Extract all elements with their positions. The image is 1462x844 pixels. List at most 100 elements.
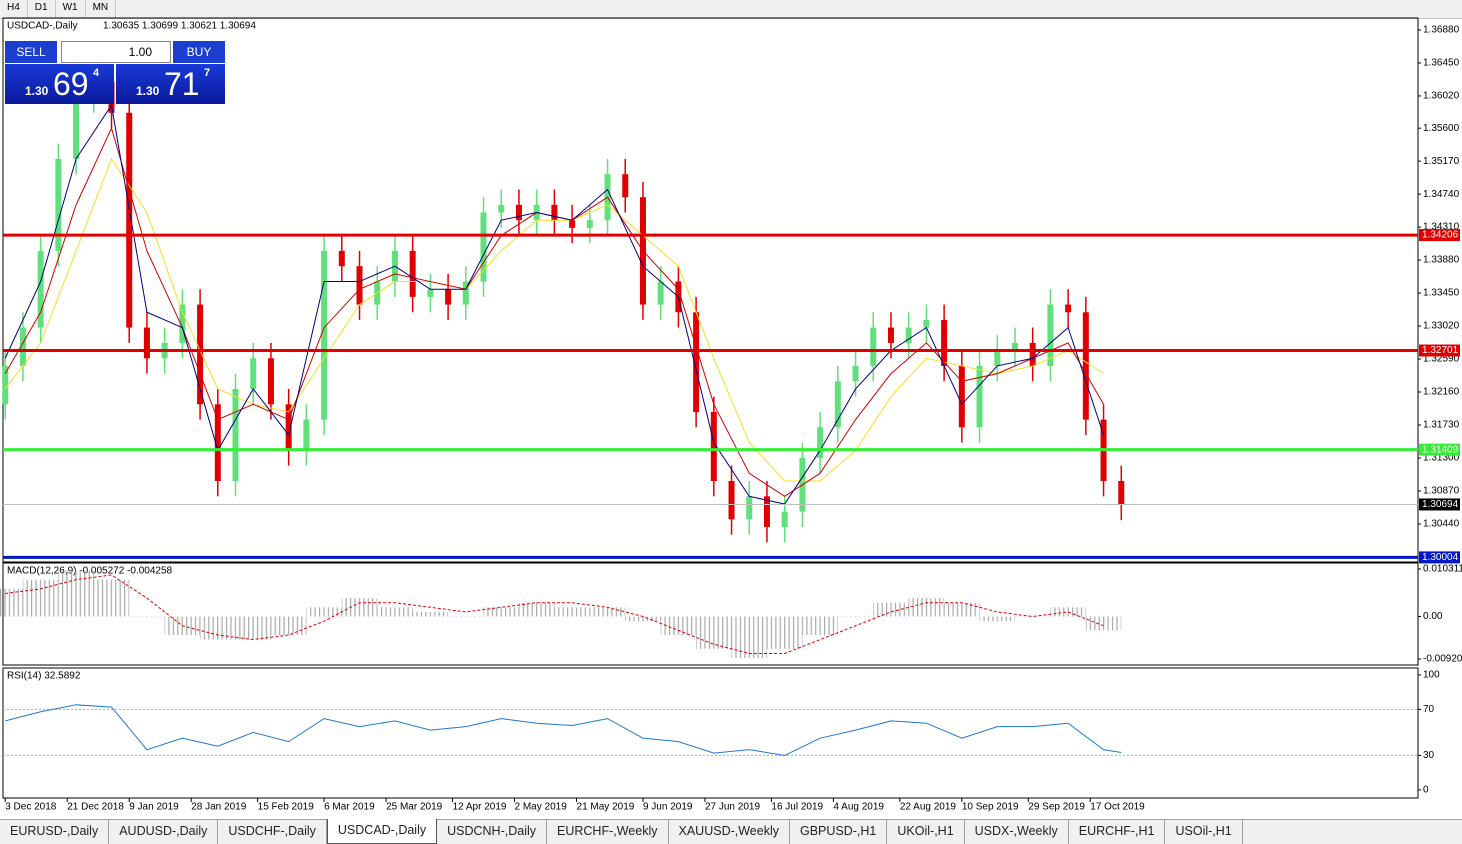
price-level-label: 1.30004	[1422, 552, 1459, 563]
bid-quote[interactable]: 1.30 69 4	[5, 64, 114, 104]
candle-body	[445, 289, 452, 305]
moving-average	[4, 126, 1104, 497]
macd-histogram	[518, 602, 555, 617]
macd-histogram	[873, 602, 909, 617]
x-tick-label: 29 Sep 2019	[1028, 802, 1085, 813]
candle-body	[267, 358, 274, 405]
candle-body	[250, 358, 257, 389]
y-tick-label: 1.36880	[1423, 25, 1460, 36]
price-level-label: 1.34206	[1422, 230, 1459, 241]
y-tick-label: 1.36450	[1423, 58, 1460, 69]
sell-button[interactable]: SELL	[5, 41, 57, 63]
macd-histogram	[448, 616, 484, 618]
candle-body	[427, 289, 434, 297]
candle-body	[551, 204, 558, 221]
chart-tab[interactable]: EURUSD-,Daily	[0, 820, 110, 844]
x-tick-label: 12 Apr 2019	[453, 802, 507, 813]
chart-tab[interactable]: GBPUSD-,H1	[790, 820, 888, 844]
price-level-label: 1.30694	[1422, 499, 1459, 510]
chart-tab[interactable]: USOil-,H1	[1165, 820, 1243, 844]
candle-body	[941, 319, 948, 366]
candle-body	[197, 304, 204, 405]
x-tick-label: 4 Aug 2019	[833, 802, 884, 813]
macd-histogram	[22, 579, 59, 617]
timeframe-button[interactable]: D1	[28, 0, 56, 18]
candle-body	[37, 250, 44, 328]
chart-tab[interactable]: EURCHF-,H1	[1069, 820, 1166, 844]
chart-tab[interactable]: USDCNH-,Daily	[437, 820, 548, 844]
y-tick-label: 100	[1423, 670, 1440, 681]
macd-histogram	[696, 616, 732, 649]
x-tick-label: 27 Jun 2019	[705, 802, 760, 813]
panel-frame	[2, 667, 1419, 799]
indicator-title: USDCAD-,Daily	[7, 21, 78, 32]
chart-tab[interactable]: EURCHF-,Weekly	[547, 820, 669, 844]
timeframe-button[interactable]: H4	[0, 0, 28, 18]
macd-histogram	[625, 616, 661, 622]
rsi-line	[5, 704, 1122, 756]
candle-body	[1047, 304, 1054, 366]
chart-tab[interactable]: AUDUSD-,Daily	[109, 820, 219, 844]
bid-fraction: 4	[93, 67, 100, 79]
candle-body	[480, 212, 487, 282]
chart-tab[interactable]: USDCHF-,Daily	[218, 820, 327, 844]
y-tick-label: 1.33880	[1423, 255, 1460, 266]
buy-button[interactable]: BUY	[173, 41, 225, 63]
chart-tab[interactable]: USDX-,Weekly	[965, 820, 1069, 844]
macd-histogram	[589, 607, 626, 617]
lot-input[interactable]: 1.00	[61, 41, 171, 63]
x-tick-label: 28 Jan 2019	[191, 802, 246, 813]
candle-body	[1029, 342, 1036, 366]
panel-frame	[2, 562, 1419, 666]
macd-histogram	[802, 616, 838, 635]
macd-signal	[5, 574, 1104, 654]
candle-body	[710, 411, 717, 481]
x-tick-label: 17 Oct 2019	[1090, 802, 1145, 813]
candle-body	[409, 250, 416, 297]
y-tick-label: 1.32160	[1423, 387, 1460, 398]
x-tick-label: 2 May 2019	[515, 802, 568, 813]
candle-body	[285, 404, 292, 451]
ask-fraction: 7	[204, 67, 211, 79]
candle-body	[515, 204, 522, 221]
x-tick-label: 9 Jan 2019	[129, 802, 179, 813]
timeframe-button[interactable]: W1	[56, 0, 86, 18]
y-tick-label: 1.31300	[1423, 453, 1460, 464]
price-level-box	[1419, 443, 1460, 456]
x-tick-label: 15 Feb 2019	[258, 802, 315, 813]
macd-histogram	[200, 616, 236, 640]
macd-histogram	[483, 607, 519, 617]
macd-histogram	[58, 570, 94, 617]
candle-body	[746, 496, 753, 520]
chart-tab[interactable]: UKOil-,H1	[887, 820, 965, 844]
ask-quote[interactable]: 1.30 71 7	[116, 64, 225, 104]
chart-tabs: EURUSD-,Daily AUDUSD-,Daily USDCHF-,Daily U…	[0, 819, 1462, 844]
y-tick-label: 30	[1423, 750, 1435, 761]
candle-body	[834, 381, 841, 428]
timeframe-button[interactable]: MN	[86, 0, 117, 18]
one-click-trading: SELL 1.00 BUY 1.30 69 4 1.30 71 7	[5, 40, 225, 106]
indicator-title: RSI(14) 32.5892	[7, 671, 81, 682]
macd-histogram	[979, 616, 1015, 622]
macd-histogram	[1085, 616, 1122, 631]
candle-body	[462, 281, 469, 305]
y-tick-label: 70	[1423, 704, 1435, 715]
y-tick-label: 1.32590	[1423, 354, 1460, 365]
y-tick-label: 0.010311	[1423, 564, 1462, 575]
candle-body	[763, 496, 770, 528]
moving-average	[4, 157, 1104, 482]
macd-histogram	[0, 588, 23, 617]
x-tick-label: 6 Mar 2019	[324, 802, 375, 813]
bid-big: 1.30	[25, 84, 49, 98]
chart-tab[interactable]: USDCAD-,Daily	[326, 819, 438, 844]
y-tick-label: 1.30870	[1423, 486, 1460, 497]
candle-body	[569, 220, 576, 228]
candle-body	[1065, 304, 1072, 313]
x-tick-label: 21 Dec 2018	[67, 802, 124, 813]
price-level-box	[1419, 551, 1460, 564]
candle-body	[622, 174, 629, 198]
candle-body	[19, 327, 26, 366]
candle-body	[887, 327, 894, 343]
candle-body	[852, 365, 859, 382]
chart-tab[interactable]: XAUUSD-,Weekly	[669, 820, 790, 844]
